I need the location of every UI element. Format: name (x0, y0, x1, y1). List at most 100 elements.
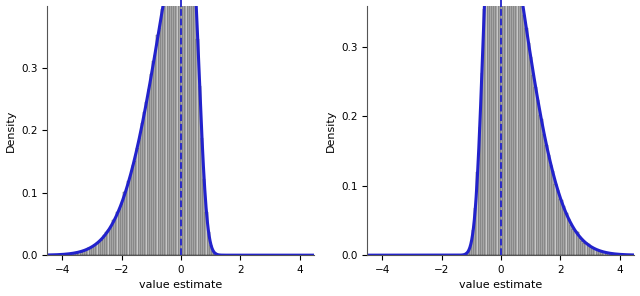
Bar (501, 0, 503, 255)
Bar (559, 199, 561, 255)
Bar (81, 252, 83, 255)
Bar (554, 184, 557, 255)
Bar (592, 247, 595, 255)
Bar (586, 243, 588, 255)
Bar (127, 181, 130, 255)
Bar (470, 245, 472, 255)
Bar (557, 190, 559, 255)
Bar (74, 253, 76, 255)
Bar (590, 247, 592, 255)
Bar (479, 127, 481, 255)
Bar (79, 252, 81, 255)
Bar (563, 206, 566, 255)
Bar (130, 174, 132, 255)
Bar (541, 119, 543, 255)
Bar (503, 0, 506, 255)
Bar (512, 0, 515, 255)
Bar (170, 0, 172, 255)
Bar (536, 100, 539, 255)
Bar (195, 0, 196, 255)
Bar (181, 0, 183, 255)
Bar (610, 253, 612, 255)
Bar (141, 123, 143, 255)
Bar (474, 208, 476, 255)
Bar (492, 0, 494, 255)
Bar (168, 0, 170, 255)
Bar (163, 3, 165, 255)
Bar (65, 254, 67, 255)
Bar (198, 86, 201, 255)
Bar (70, 254, 72, 255)
Bar (614, 254, 616, 255)
Bar (132, 165, 134, 255)
Bar (601, 251, 604, 255)
Bar (545, 145, 548, 255)
Bar (599, 251, 601, 255)
Bar (114, 219, 116, 255)
Bar (134, 161, 136, 255)
Bar (494, 0, 497, 255)
Bar (92, 247, 94, 255)
Bar (515, 0, 516, 255)
Bar (90, 247, 92, 255)
Bar (174, 0, 177, 255)
Bar (150, 74, 152, 255)
Bar (508, 0, 510, 255)
Y-axis label: Density: Density (326, 109, 335, 152)
Bar (497, 0, 499, 255)
Bar (570, 225, 572, 255)
Bar (516, 0, 518, 255)
Bar (61, 254, 63, 255)
Bar (596, 250, 599, 255)
Bar (196, 38, 198, 255)
X-axis label: value estimate: value estimate (140, 280, 223, 290)
Bar (527, 43, 530, 255)
Bar (136, 148, 139, 255)
Bar (523, 15, 525, 255)
Bar (186, 0, 188, 255)
Bar (63, 254, 65, 255)
Bar (572, 229, 574, 255)
Bar (112, 220, 114, 255)
Bar (76, 253, 79, 255)
Bar (105, 231, 108, 255)
Bar (595, 249, 596, 255)
Bar (561, 200, 563, 255)
Bar (581, 241, 583, 255)
Bar (192, 0, 195, 255)
Bar (205, 212, 207, 255)
Bar (100, 240, 103, 255)
Bar (145, 102, 147, 255)
Bar (118, 210, 121, 255)
Bar (481, 73, 483, 255)
Bar (190, 0, 192, 255)
Bar (579, 238, 581, 255)
Bar (83, 250, 85, 255)
Bar (210, 245, 212, 255)
Bar (212, 251, 214, 255)
Bar (177, 0, 179, 255)
Bar (483, 9, 485, 255)
Bar (521, 0, 523, 255)
Bar (543, 134, 545, 255)
Bar (518, 0, 521, 255)
Bar (159, 28, 161, 255)
Y-axis label: Density: Density (6, 109, 15, 152)
Bar (143, 112, 145, 255)
Bar (574, 231, 577, 255)
Bar (616, 254, 619, 255)
Bar (116, 212, 118, 255)
Bar (188, 0, 190, 255)
Bar (506, 0, 508, 255)
Bar (179, 0, 181, 255)
Bar (583, 243, 586, 255)
Bar (566, 213, 568, 255)
Bar (608, 253, 610, 255)
Bar (568, 219, 570, 255)
Bar (612, 254, 614, 255)
X-axis label: value estimate: value estimate (460, 280, 543, 290)
Bar (532, 75, 534, 255)
Bar (534, 87, 536, 255)
Bar (85, 250, 88, 255)
Bar (201, 138, 203, 255)
